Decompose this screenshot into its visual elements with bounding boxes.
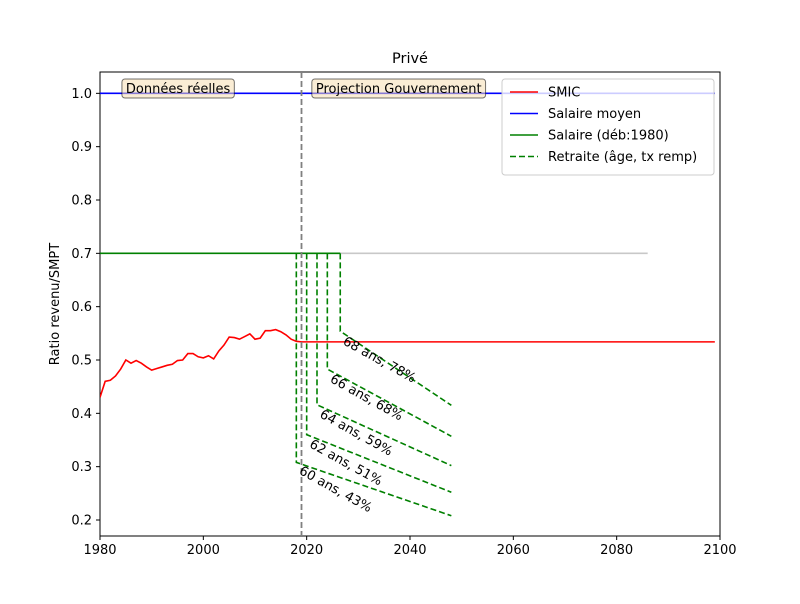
x-tick-label: 2080 xyxy=(600,543,633,558)
series-line-8 xyxy=(339,253,452,406)
legend-label: SMIC xyxy=(548,86,580,101)
y-axis-label: Ratio revenu/SMPT xyxy=(48,243,63,365)
y-tick-label: 0.8 xyxy=(71,194,92,209)
y-tick-label: 1.0 xyxy=(71,87,92,102)
legend-box xyxy=(501,78,715,176)
annotation-1: Projection Gouvernement xyxy=(316,82,482,97)
y-tick-label: 0.9 xyxy=(71,140,92,155)
x-tick-label: 2100 xyxy=(703,543,736,558)
y-tick-label: 0.3 xyxy=(71,460,92,475)
annotation-box-1 xyxy=(311,78,487,99)
annotation-box-0 xyxy=(121,78,235,99)
x-tick-label: 2000 xyxy=(187,543,220,558)
x-tick-label: 2020 xyxy=(290,543,323,558)
series-line-6 xyxy=(316,253,452,467)
series-line-4 xyxy=(295,253,452,517)
legend-label: Retraite (âge, tx remp) xyxy=(548,150,697,165)
x-tick-label: 2040 xyxy=(393,543,426,558)
y-tick-label: 0.6 xyxy=(71,300,92,315)
x-tick-label: 2060 xyxy=(497,543,530,558)
chart-title: Privé xyxy=(392,51,428,67)
x-tick-label: 1980 xyxy=(83,543,116,558)
legend-label: Salaire moyen xyxy=(548,107,641,122)
y-tick-label: 0.2 xyxy=(71,514,92,529)
series-line-0 xyxy=(100,328,715,398)
series-line-7 xyxy=(326,253,452,437)
legend-label: Salaire (déb:1980) xyxy=(548,129,669,144)
y-tick-label: 0.4 xyxy=(71,407,92,422)
legend: SMIC Salaire moyen Salaire (déb:1980) Retra… xyxy=(501,78,715,176)
y-tick-label: 0.7 xyxy=(71,247,92,262)
y-tick-label: 0.5 xyxy=(71,354,92,369)
series-line-5 xyxy=(305,253,452,494)
annotation-0: Données réelles xyxy=(126,82,231,97)
